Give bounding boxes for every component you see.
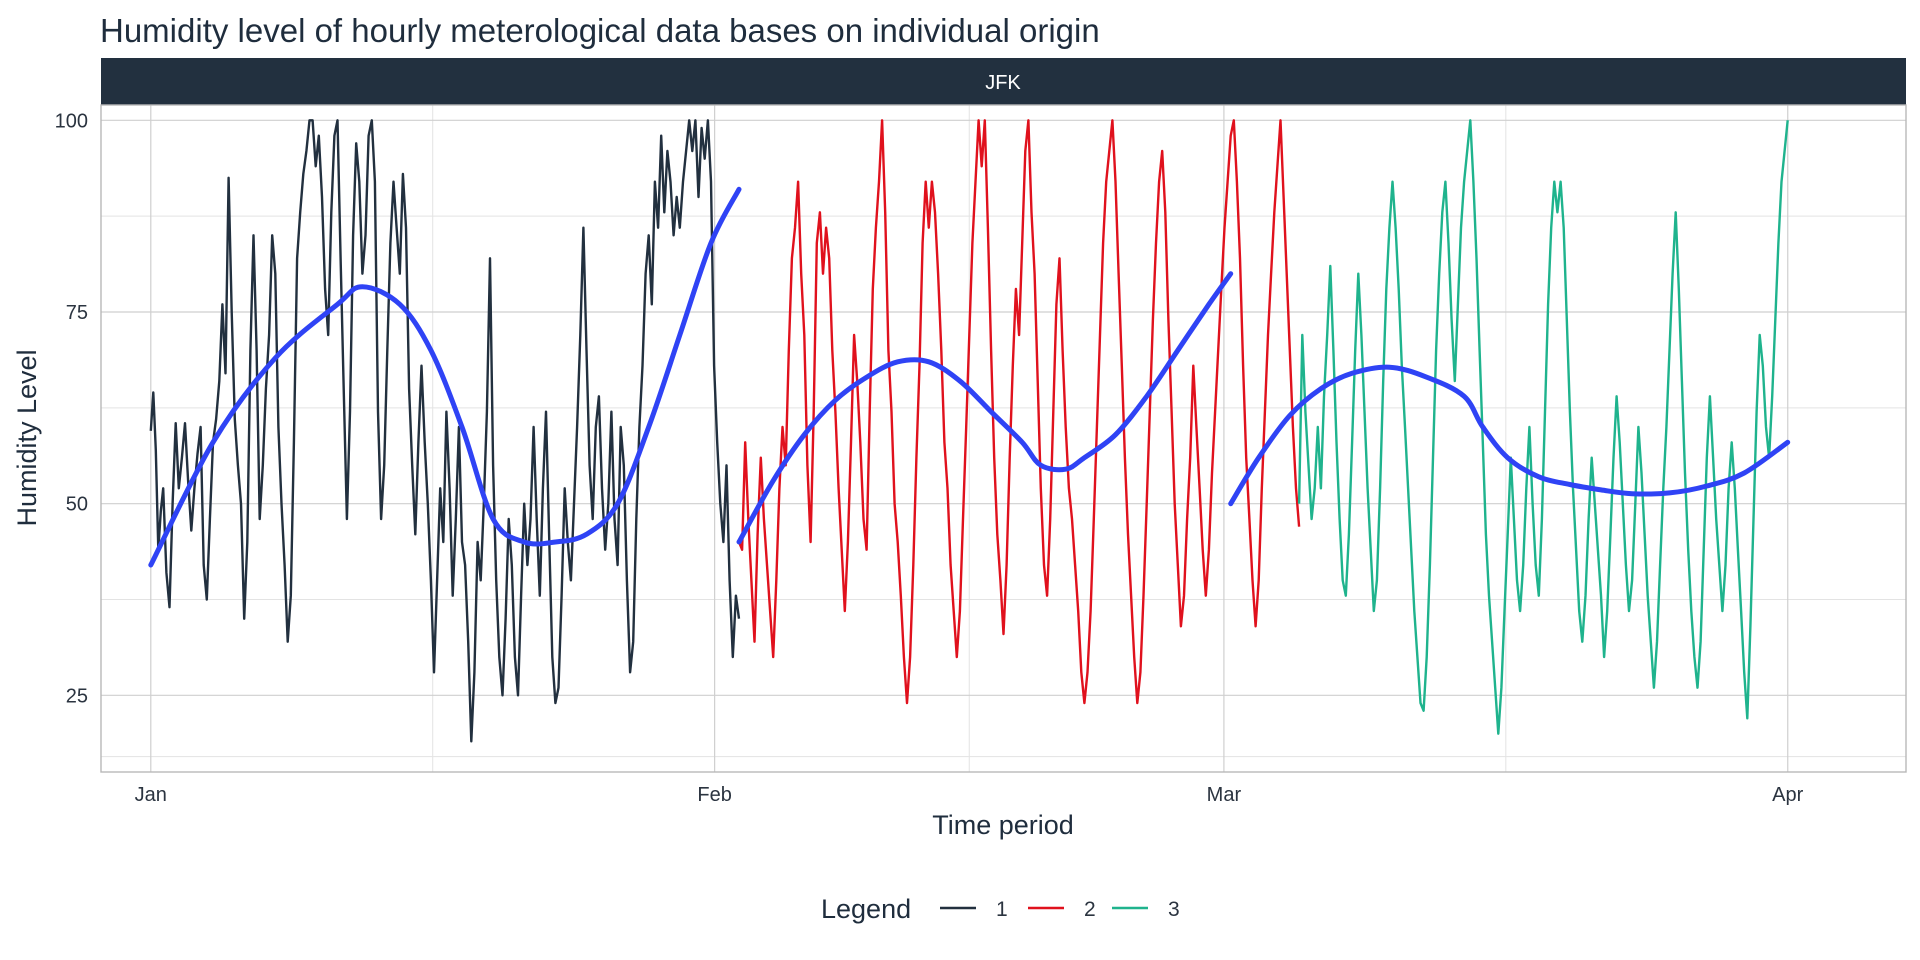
y-tick-label: 50 xyxy=(66,494,88,516)
minor-gridlines xyxy=(101,105,1906,772)
panel-border xyxy=(100,104,1907,773)
smooth-lines xyxy=(148,186,1791,568)
series-line-1 xyxy=(149,119,741,743)
smooth-trend-line-1 xyxy=(148,186,742,568)
x-tick-label: Mar xyxy=(1207,784,1242,806)
x-axis-ticks: Jan Feb Mar Apr xyxy=(135,784,1804,806)
series-line-3 xyxy=(1297,119,1789,735)
x-tick-label: Feb xyxy=(697,784,731,806)
legend-label-2: 2 xyxy=(1084,898,1096,921)
legend-title: Legend xyxy=(821,894,911,924)
x-tick-label: Apr xyxy=(1772,784,1803,806)
legend: Legend 1 2 3 xyxy=(821,894,1180,924)
facet-label: JFK xyxy=(985,72,1021,94)
y-tick-label: 25 xyxy=(66,685,88,707)
series-line-2 xyxy=(737,119,1301,705)
x-axis-title: Time period xyxy=(932,810,1074,840)
y-tick-label: 75 xyxy=(66,302,88,324)
x-tick-label: Jan xyxy=(135,784,167,806)
legend-items: 1 2 3 xyxy=(940,898,1180,921)
y-tick-label: 100 xyxy=(55,110,88,132)
major-gridlines xyxy=(101,105,1906,772)
y-axis-ticks: 25 50 75 100 xyxy=(55,110,88,707)
facet-strip: JFK xyxy=(101,58,1906,105)
smooth-trend-line-2 xyxy=(736,271,1234,545)
smooth-trend-line-3 xyxy=(1228,364,1791,507)
legend-label-3: 3 xyxy=(1168,898,1180,921)
series-lines xyxy=(149,119,1789,743)
legend-label-1: 1 xyxy=(996,898,1008,921)
plot-panel xyxy=(100,104,1907,773)
y-axis-title: Humidity Level xyxy=(12,349,42,526)
chart-title: Humidity level of hourly meterological d… xyxy=(100,12,1100,49)
